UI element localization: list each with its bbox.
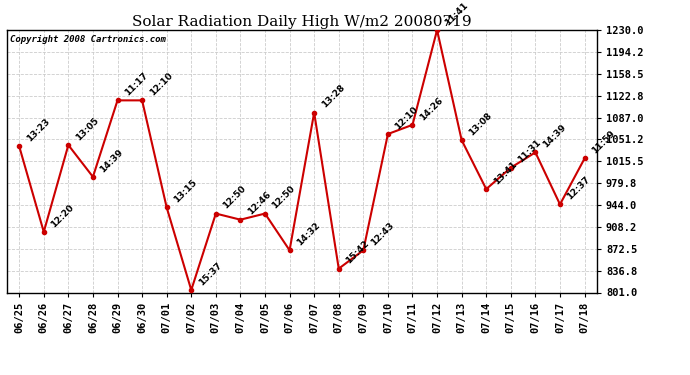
Text: 11:31: 11:31 [516, 138, 543, 165]
Text: 12:50: 12:50 [221, 184, 248, 211]
Text: 14:39: 14:39 [99, 147, 126, 174]
Text: 12:50: 12:50 [270, 184, 297, 211]
Text: 12:46: 12:46 [246, 190, 273, 217]
Text: 13:08: 13:08 [467, 111, 494, 137]
Text: 11:17: 11:17 [123, 71, 150, 98]
Text: 11:59: 11:59 [590, 129, 617, 156]
Text: 13:23: 13:23 [25, 117, 51, 144]
Text: 14:39: 14:39 [541, 123, 568, 150]
Text: 15:42: 15:42 [344, 239, 371, 266]
Text: 13:28: 13:28 [319, 83, 346, 110]
Text: 12:10: 12:10 [148, 71, 174, 98]
Text: 15:37: 15:37 [197, 261, 224, 287]
Text: 12:10: 12:10 [393, 105, 420, 131]
Text: 13:05: 13:05 [74, 116, 101, 142]
Text: Copyright 2008 Cartronics.com: Copyright 2008 Cartronics.com [10, 35, 166, 44]
Text: 13:15: 13:15 [172, 178, 199, 205]
Text: 12:37: 12:37 [566, 175, 592, 202]
Text: 11:41: 11:41 [442, 0, 469, 27]
Text: 14:32: 14:32 [295, 221, 322, 248]
Text: 13:41: 13:41 [492, 160, 518, 186]
Text: 12:43: 12:43 [369, 221, 395, 248]
Title: Solar Radiation Daily High W/m2 20080719: Solar Radiation Daily High W/m2 20080719 [132, 15, 472, 29]
Text: 14:26: 14:26 [418, 95, 445, 122]
Text: 12:20: 12:20 [49, 202, 76, 229]
